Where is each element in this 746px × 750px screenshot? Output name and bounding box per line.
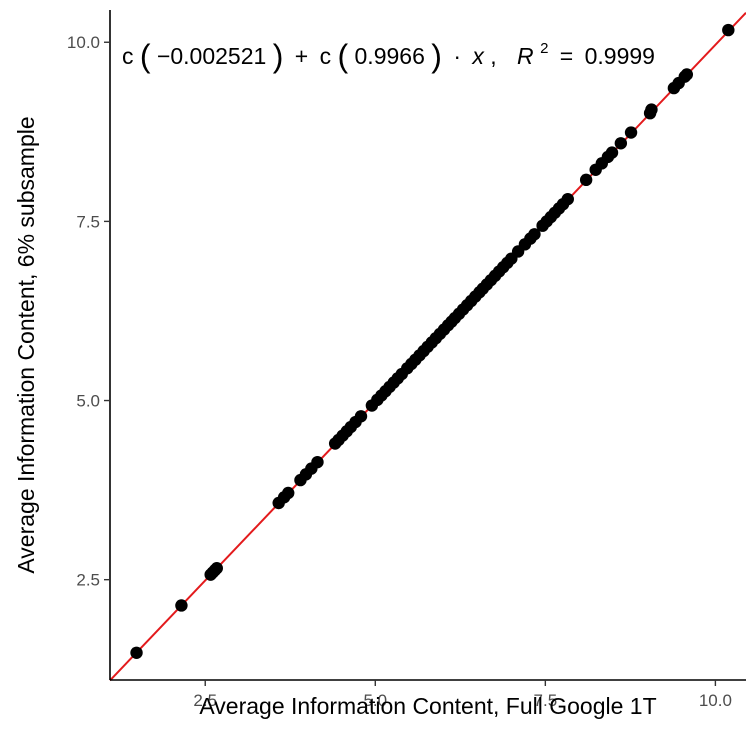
y-tick-label: 10.0 <box>67 33 100 52</box>
data-point <box>605 146 619 159</box>
data-point <box>354 410 368 423</box>
x-tick-label: 5.0 <box>363 691 387 710</box>
x-tick-label: 7.5 <box>534 691 558 710</box>
data-point <box>680 68 694 81</box>
annotation-close-paren-2: ) <box>431 38 442 74</box>
annotation-close-paren-1: ) <box>273 38 284 74</box>
data-point <box>528 228 541 241</box>
annotation-open-paren-2: ( <box>337 38 348 74</box>
data-point <box>210 562 223 575</box>
x-tick-label: 2.5 <box>193 691 217 710</box>
data-point <box>175 599 188 612</box>
y-tick-label: 5.0 <box>76 392 100 411</box>
annotation-plus: + <box>295 43 308 69</box>
annotation-r-sup: 2 <box>540 40 548 57</box>
y-tick-label: 7.5 <box>76 212 100 231</box>
data-point <box>311 455 324 469</box>
annotation-slope: 0.9966 <box>355 43 425 69</box>
annotation-c1: c <box>122 43 134 69</box>
data-point <box>645 103 658 116</box>
annotation-x-var: x <box>471 43 485 69</box>
annotation-c2: c <box>320 43 332 69</box>
data-point <box>722 23 735 37</box>
x-tick-label: 10.0 <box>699 691 732 710</box>
x-axis-title: Average Information Content, Full Google… <box>199 693 656 719</box>
annotation-open-paren-1: ( <box>140 38 151 74</box>
annotation-equals: = <box>560 43 573 69</box>
y-axis-title: Average Information Content, 6% subsampl… <box>13 116 39 573</box>
data-point <box>624 126 638 139</box>
data-point <box>561 192 574 206</box>
x-ticks-layer: 2.5 5.0 7.5 10.0 <box>193 680 732 710</box>
data-points-layer <box>130 23 735 659</box>
annotation-dot: · <box>453 43 461 69</box>
data-point <box>130 646 143 659</box>
regression-equation-annotation: c ( −0.002521 ) + c ( 0.9966 ) · x , R 2… <box>122 32 655 74</box>
data-point <box>579 173 593 187</box>
annotation-r2-value: 0.9999 <box>585 43 655 69</box>
y-ticks-layer: 2.5 5.0 7.5 10.0 <box>67 33 110 590</box>
data-point <box>282 486 295 500</box>
annotation-r-var: R <box>517 43 534 69</box>
annotation-intercept: −0.002521 <box>157 43 266 69</box>
data-point <box>614 137 628 150</box>
annotation-comma: , <box>490 43 496 69</box>
y-tick-label: 2.5 <box>76 571 100 590</box>
